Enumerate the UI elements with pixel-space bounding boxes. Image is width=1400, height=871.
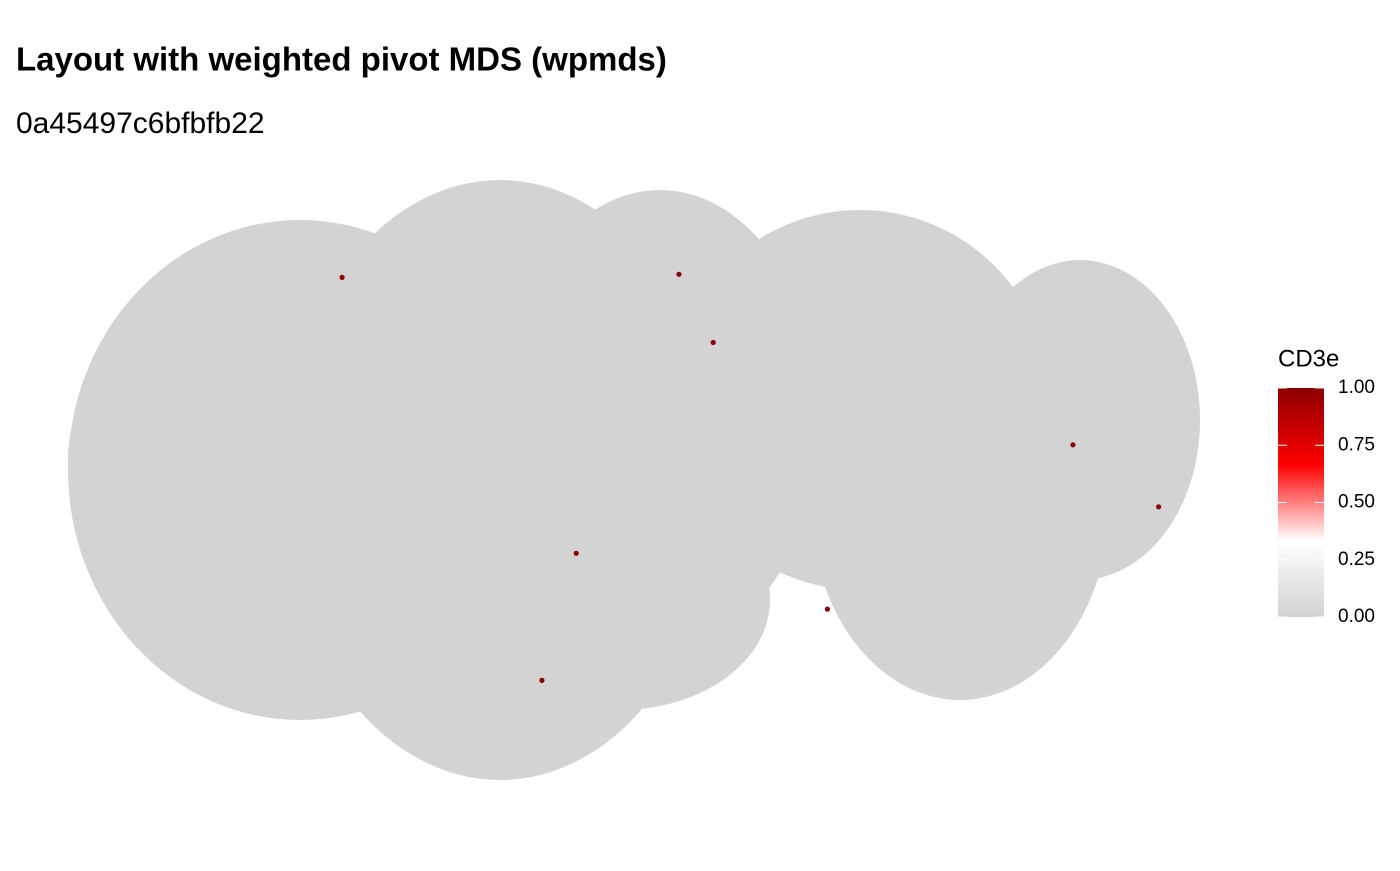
point (676, 271, 682, 277)
point (710, 339, 716, 346)
point (539, 677, 545, 684)
point-cloud (68, 180, 1200, 780)
chart-title: Layout with weighted pivot MDS (wpmds) (16, 41, 667, 78)
colorbar-tick-label: 0.25 (1338, 549, 1375, 570)
chart-subtitle: 0a45497c6bfbfb22 (16, 107, 265, 140)
point (573, 550, 579, 556)
colorbar-tick-label: 0.75 (1338, 434, 1375, 455)
point (339, 274, 345, 280)
point (824, 606, 831, 612)
legend-title: CD3e (1278, 345, 1339, 372)
colorbar-tick-label: 1.00 (1338, 377, 1375, 398)
point (1070, 442, 1076, 448)
colorbar-tick-label: 0.50 (1338, 492, 1375, 513)
point (1156, 504, 1162, 510)
colorbar-tick-label: 0.00 (1338, 606, 1375, 627)
